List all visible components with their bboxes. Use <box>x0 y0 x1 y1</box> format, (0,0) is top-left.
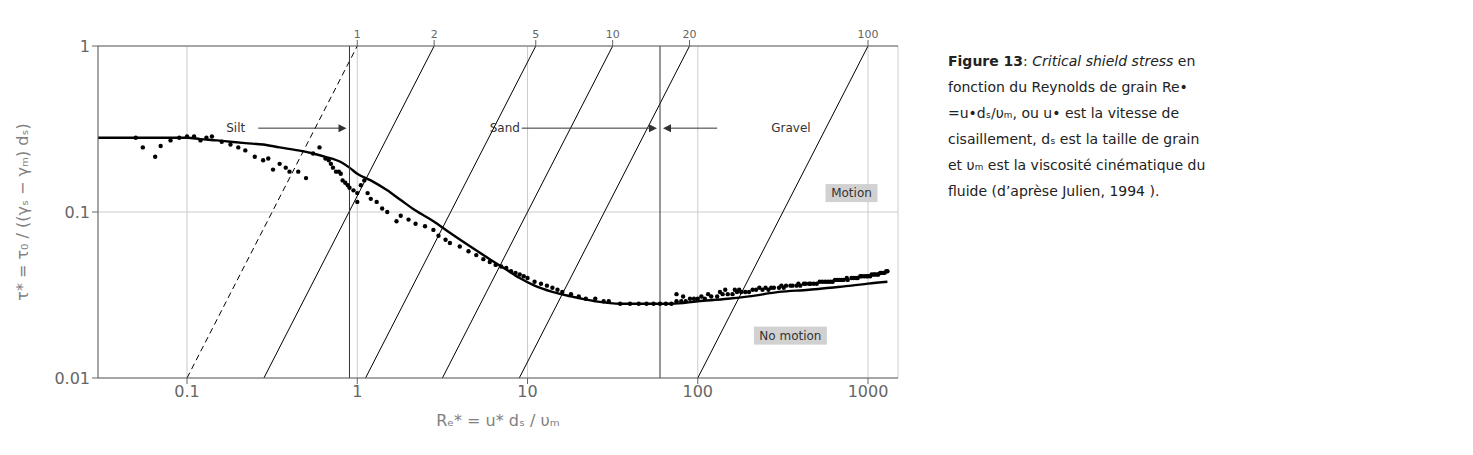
svg-text:Motion: Motion <box>831 186 872 200</box>
html-text:cisaillement, dₛ est la taille: cisaillement, dₛ est la taille de grain <box>948 131 1200 147</box>
html-text:et υₘ est la viscosité cinémat: et υₘ est la viscosité cinématique du <box>948 157 1206 173</box>
svg-text:1000: 1000 <box>848 382 889 401</box>
html-text:fonction du Reynolds de grain: fonction du Reynolds de grain Re• <box>948 79 1188 95</box>
svg-text:100: 100 <box>858 28 879 41</box>
svg-text:0.1: 0.1 <box>174 382 199 401</box>
svg-text:No motion: No motion <box>759 329 821 343</box>
html-text:Figure 13: Critical shield str: Figure 13: Critical shield stress en <box>948 53 1196 69</box>
svg-text:10: 10 <box>517 382 537 401</box>
svg-text:20: 20 <box>683 28 697 41</box>
svg-text:10: 10 <box>606 28 620 41</box>
svg-text:5: 5 <box>532 28 539 41</box>
svg-text:100: 100 <box>682 382 713 401</box>
svg-text:Rₑ* = u* dₛ / υₘ: Rₑ* = u* dₛ / υₘ <box>436 411 560 430</box>
svg-text:0.01: 0.01 <box>54 369 90 388</box>
svg-text:Sand: Sand <box>490 121 520 135</box>
svg-text:2: 2 <box>431 28 438 41</box>
svg-text:1: 1 <box>354 28 361 41</box>
svg-text:τ* = τ₀ / ((γₛ − γₘ) dₛ): τ* = τ₀ / ((γₛ − γₘ) dₛ) <box>13 123 32 300</box>
svg-text:1: 1 <box>80 37 90 56</box>
svg-text:Gravel: Gravel <box>771 121 810 135</box>
svg-text:0.1: 0.1 <box>65 203 90 222</box>
svg-text:Silt: Silt <box>226 121 245 135</box>
svg-text:1: 1 <box>352 382 362 401</box>
html-text:=u•dₛ/υₘ, ou u• est la vitesse: =u•dₛ/υₘ, ou u• est la vitesse de <box>948 105 1180 121</box>
html-text:fluide (d’aprèse Julien, 1994: fluide (d’aprèse Julien, 1994 ). <box>948 183 1160 199</box>
